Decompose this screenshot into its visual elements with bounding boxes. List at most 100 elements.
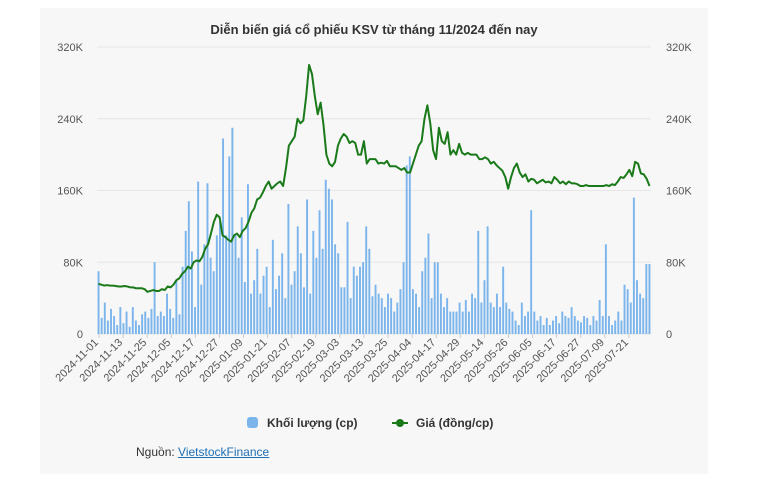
- volume-bar: [573, 316, 576, 334]
- y-left-tick-label: 0: [77, 329, 83, 341]
- volume-bar: [443, 307, 445, 334]
- volume-bar: [215, 235, 218, 334]
- volume-bar: [642, 298, 645, 335]
- volume-bar: [184, 230, 187, 334]
- volume-bar: [418, 307, 421, 334]
- volume-bar: [558, 323, 561, 334]
- volume-bar: [237, 257, 240, 334]
- legend-price-label: Giá (đồng/cp): [416, 416, 493, 430]
- volume-bar: [471, 293, 473, 334]
- volume-bar: [427, 233, 430, 334]
- volume-bar: [162, 316, 165, 334]
- volume-bar: [138, 325, 140, 334]
- volume-bar: [595, 320, 598, 334]
- volume-bar: [396, 302, 399, 334]
- volume-bar: [206, 183, 209, 334]
- volume-bar: [144, 311, 147, 334]
- legend-item-price[interactable]: Giá (đồng/cp): [392, 416, 493, 430]
- volume-bar: [371, 296, 374, 334]
- volume-bar: [555, 316, 558, 334]
- y-right-tick-label: 240K: [666, 114, 692, 126]
- volume-bar: [362, 262, 365, 334]
- y-right-tick-label: 160K: [666, 186, 692, 198]
- legend-price-marker: [396, 419, 404, 427]
- volume-bar: [430, 298, 433, 335]
- volume-bar: [374, 284, 377, 334]
- volume-bar: [639, 293, 642, 334]
- volume-bar: [592, 316, 595, 334]
- volume-bar: [337, 253, 340, 334]
- volume-bar: [523, 316, 526, 334]
- volume-bar: [352, 266, 355, 334]
- volume-bar: [178, 314, 181, 334]
- y-left-tick-label: 240K: [57, 114, 83, 126]
- volume-bar: [580, 322, 582, 334]
- grid: [97, 46, 651, 335]
- volume-bar: [349, 298, 352, 335]
- volume-bar: [421, 271, 424, 334]
- volume-bar: [240, 217, 243, 334]
- volume-bar: [552, 320, 554, 334]
- volume-bar: [645, 264, 648, 334]
- volume-bar: [623, 284, 626, 334]
- volume-bar: [153, 262, 156, 334]
- volume-bar: [502, 266, 505, 334]
- volume-bar: [156, 316, 159, 334]
- volume-bar: [393, 311, 396, 334]
- volume-bar: [601, 316, 604, 334]
- volume-bar: [636, 280, 638, 334]
- volume-bar: [271, 239, 274, 334]
- legend-volume-swatch: [247, 417, 258, 428]
- volume-bar: [159, 311, 162, 334]
- volume-bar: [461, 311, 464, 334]
- chart-title: Diễn biến giá cổ phiếu KSV từ tháng 11/2…: [210, 22, 538, 37]
- volume-bar: [486, 226, 489, 335]
- volume-bar: [324, 179, 327, 334]
- price-line: [98, 63, 651, 293]
- y-left-tick-label: 160K: [57, 186, 83, 198]
- volume-bar: [517, 325, 520, 334]
- price-series: [98, 63, 651, 293]
- source-link[interactable]: VietstockFinance: [178, 445, 270, 459]
- volume-bar: [218, 221, 221, 334]
- volume-bar: [626, 289, 629, 334]
- volume-bar: [172, 317, 175, 334]
- volume-bar: [262, 275, 265, 334]
- volume-bar: [458, 302, 461, 334]
- volume-bar: [433, 262, 436, 334]
- volume-bar: [150, 308, 153, 334]
- volume-bar: [598, 299, 601, 334]
- volume-bar: [147, 317, 150, 334]
- volume-bar: [564, 316, 567, 334]
- volume-bar: [106, 320, 109, 334]
- volume-bar: [122, 323, 125, 334]
- volume-bar: [103, 302, 106, 334]
- volume-bar: [536, 320, 539, 334]
- volume-bar: [284, 298, 287, 335]
- volume-bar: [268, 307, 271, 334]
- volume-bar: [299, 253, 302, 334]
- volume-bar: [380, 298, 383, 335]
- volume-bar: [131, 307, 134, 334]
- volume-bar: [402, 262, 405, 334]
- source-note: Nguồn: VietstockFinance: [136, 445, 269, 459]
- volume-bar: [424, 257, 427, 334]
- legend[interactable]: Khối lượng (cp) Giá (đồng/cp): [247, 416, 493, 430]
- y-right-tick-label: 80K: [666, 257, 686, 269]
- volume-bar: [449, 311, 452, 334]
- volume-bar: [134, 320, 137, 334]
- legend-item-volume[interactable]: Khối lượng (cp): [247, 416, 358, 430]
- volume-bar: [480, 302, 483, 334]
- chart-card: Diễn biến giá cổ phiếu KSV từ tháng 11/2…: [40, 8, 708, 474]
- volume-bar: [116, 325, 119, 334]
- volume-bar: [474, 298, 477, 335]
- volume-bar: [411, 289, 414, 334]
- volume-bar: [390, 298, 393, 335]
- volume-bar: [293, 271, 296, 334]
- volume-bar: [477, 230, 480, 334]
- volume-bar: [415, 293, 417, 334]
- volume-bar: [492, 307, 495, 334]
- volume-bar: [287, 203, 290, 334]
- volume-bar: [399, 289, 402, 334]
- source-label: Nguồn:: [136, 445, 175, 459]
